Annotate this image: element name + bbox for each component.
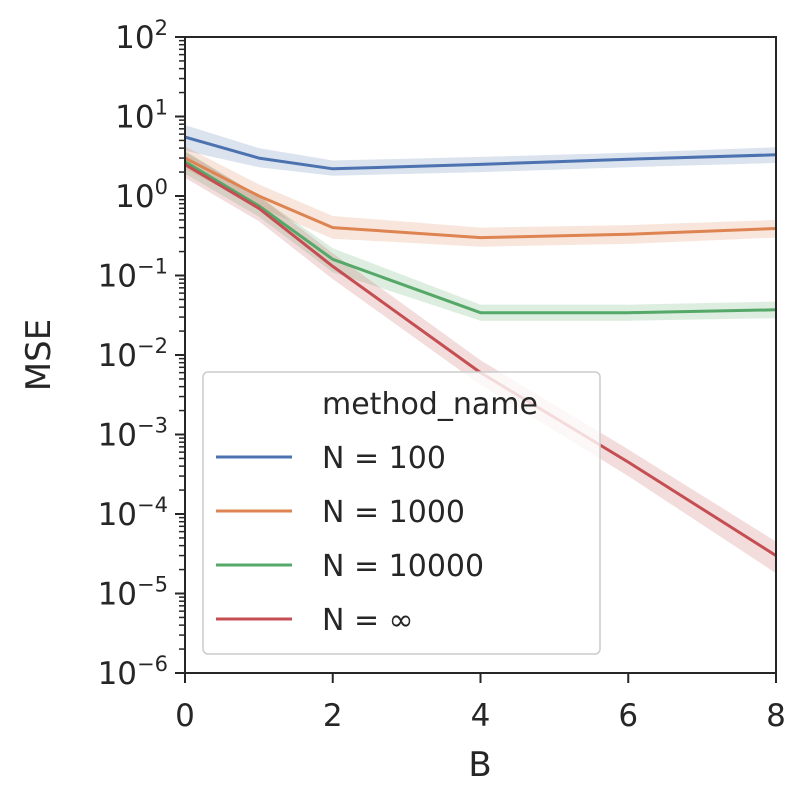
x-tick-label: 8: [766, 698, 786, 734]
y-tick-label: 10−1: [98, 255, 168, 295]
y-tick-label: 10−4: [98, 493, 168, 533]
x-tick-label: 6: [618, 698, 638, 734]
band-series-1: [185, 146, 776, 247]
legend-label: N = ∞: [322, 603, 414, 638]
y-axis-label: MSE: [19, 319, 59, 391]
band-series-3: [185, 151, 776, 574]
legend-label: N = 1000: [322, 495, 465, 530]
x-tick-label: 4: [471, 698, 491, 734]
confidence-bands: [185, 125, 776, 574]
plot-frame: [184, 36, 777, 674]
line-series-1: [184, 156, 777, 240]
line-series-2: [184, 160, 777, 315]
y-tick-label: 100: [115, 175, 168, 215]
band-series-2: [185, 150, 776, 321]
x-ticks: 0 2 4 6 8: [175, 673, 786, 734]
legend-title: method_name: [322, 387, 538, 422]
line-series-0: [184, 135, 777, 171]
y-tick-label: 10−6: [98, 652, 168, 692]
y-tick-label: 10−5: [98, 573, 168, 613]
legend-box: [202, 371, 601, 655]
series-lines: [184, 135, 777, 557]
legend: method_name N = 100 N = 1000 N = 10000 N = …: [202, 371, 601, 655]
y-tick-label: 102: [115, 16, 168, 56]
x-tick-label: 0: [175, 698, 195, 734]
x-axis-label: B: [468, 745, 491, 785]
line-series-3: [184, 163, 777, 557]
y-tick-label: 10−3: [98, 414, 168, 454]
x-tick-label: 2: [323, 698, 343, 734]
legend-label: N = 10000: [322, 549, 484, 584]
y-major-ticks: 102 101 100 10−1 10−2 10−3 10−4 10−5 10−6: [98, 16, 185, 692]
legend-label: N = 100: [322, 441, 446, 476]
y-tick-label: 101: [115, 96, 168, 136]
y-tick-label: 10−2: [98, 334, 168, 374]
band-series-0: [185, 125, 776, 176]
